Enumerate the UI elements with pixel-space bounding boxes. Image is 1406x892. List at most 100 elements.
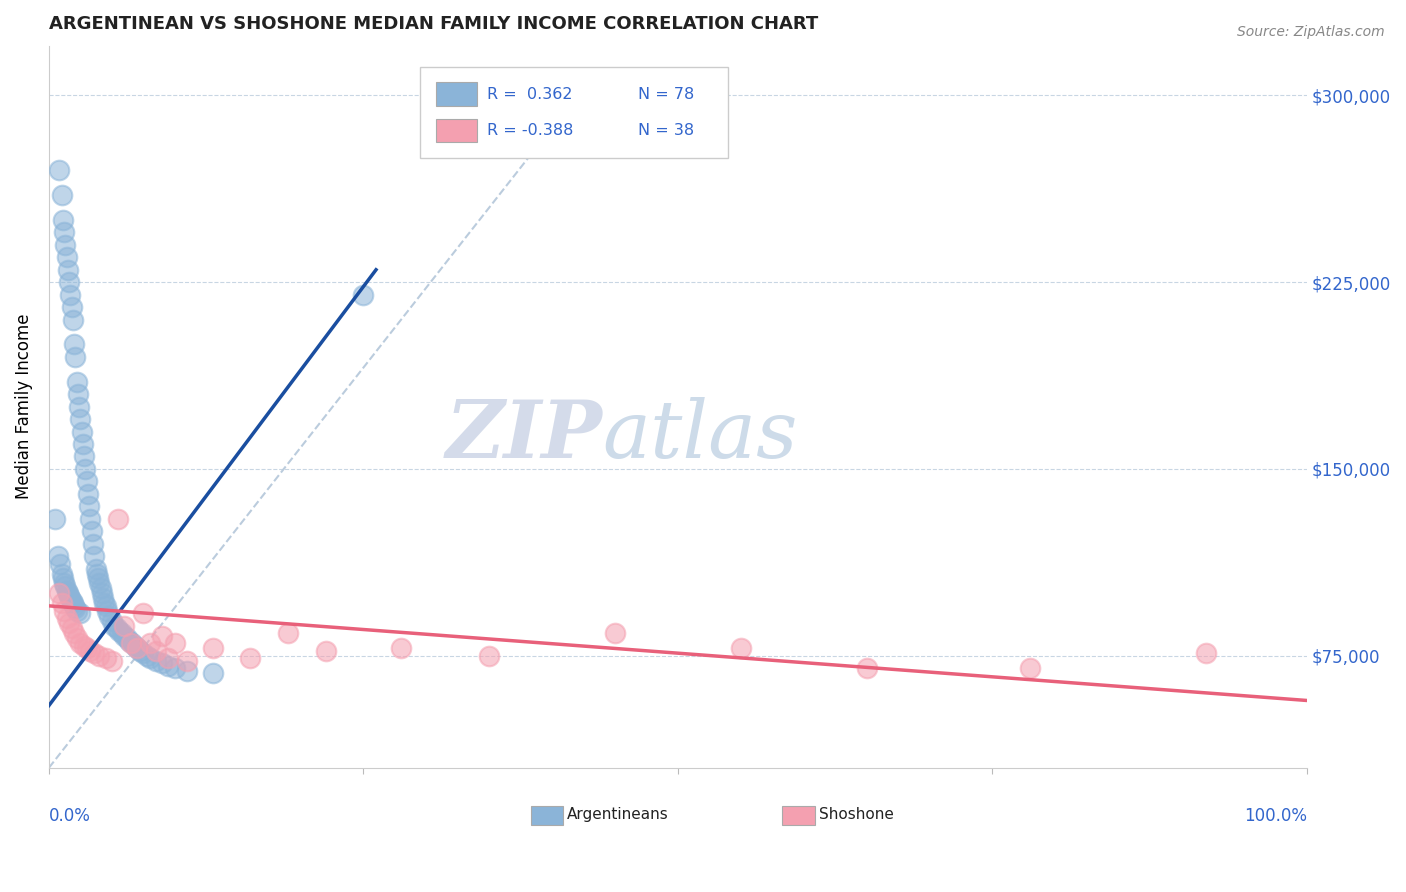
Point [94, 599, 117, 613]
Point [62, 312, 84, 326]
Point [55, 583, 77, 598]
Point [53, 604, 76, 618]
Point [52, 213, 75, 227]
Point [76, 641, 98, 656]
Point [55, 250, 77, 264]
Point [90, 582, 112, 596]
Point [114, 619, 136, 633]
FancyBboxPatch shape [436, 119, 477, 142]
Point [128, 643, 150, 657]
Point [73, 639, 96, 653]
Point [76, 475, 98, 489]
Point [96, 604, 118, 618]
Point [150, 656, 173, 670]
Point [70, 425, 93, 439]
Point [603, 626, 626, 640]
Point [163, 636, 186, 650]
Point [59, 591, 82, 606]
Point [79, 512, 101, 526]
Point [58, 275, 80, 289]
Point [59, 287, 82, 301]
Point [150, 629, 173, 643]
Text: ARGENTINEAN VS SHOSHONE MEDIAN FAMILY INCOME CORRELATION CHART: ARGENTINEAN VS SHOSHONE MEDIAN FAMILY IN… [49, 15, 818, 33]
Point [176, 654, 198, 668]
Point [101, 654, 124, 668]
Point [138, 651, 160, 665]
Point [93, 596, 115, 610]
Point [103, 619, 125, 633]
Point [176, 664, 198, 678]
Point [79, 643, 101, 657]
Point [60, 594, 83, 608]
Point [91, 591, 114, 606]
Point [67, 400, 90, 414]
Point [145, 654, 167, 668]
Point [69, 636, 91, 650]
Point [132, 646, 155, 660]
Point [83, 549, 105, 563]
Point [114, 629, 136, 643]
FancyBboxPatch shape [530, 806, 564, 825]
Point [77, 487, 100, 501]
Point [89, 576, 111, 591]
Point [60, 300, 83, 314]
Text: 0.0%: 0.0% [49, 807, 91, 825]
Y-axis label: Median Family Income: Median Family Income [15, 314, 32, 500]
Text: 100.0%: 100.0% [1244, 807, 1308, 825]
Point [84, 561, 107, 575]
Point [51, 188, 73, 202]
Point [478, 648, 501, 663]
Point [855, 661, 877, 675]
Point [105, 621, 128, 635]
Point [51, 566, 73, 581]
Point [46, 549, 69, 563]
Point [58, 616, 80, 631]
Point [52, 572, 75, 586]
Point [48, 586, 70, 600]
Point [132, 607, 155, 621]
Text: N = 78: N = 78 [638, 87, 695, 102]
Point [56, 262, 79, 277]
Point [90, 586, 112, 600]
Text: R =  0.362: R = 0.362 [486, 87, 572, 102]
FancyBboxPatch shape [420, 67, 728, 158]
Point [63, 626, 86, 640]
Text: Argentineans: Argentineans [567, 807, 669, 822]
Point [44, 512, 66, 526]
Point [125, 641, 148, 656]
Point [86, 566, 108, 581]
Point [201, 641, 224, 656]
Point [111, 626, 134, 640]
Point [1019, 661, 1042, 675]
Point [1195, 646, 1218, 660]
Point [77, 500, 100, 514]
FancyBboxPatch shape [782, 806, 815, 825]
Point [730, 641, 752, 656]
Point [53, 237, 76, 252]
Point [157, 651, 180, 665]
Point [56, 586, 79, 600]
Point [120, 636, 142, 650]
Point [125, 641, 148, 656]
Point [87, 572, 110, 586]
Point [101, 614, 124, 628]
Point [69, 607, 91, 621]
Point [353, 287, 375, 301]
Text: Source: ZipAtlas.com: Source: ZipAtlas.com [1237, 25, 1385, 39]
Point [138, 636, 160, 650]
Point [65, 350, 87, 364]
Point [48, 163, 70, 178]
Point [66, 604, 89, 618]
Point [89, 648, 111, 663]
Point [53, 226, 76, 240]
Point [94, 651, 117, 665]
Text: R = -0.388: R = -0.388 [486, 122, 574, 137]
Point [69, 412, 91, 426]
Point [83, 646, 105, 660]
Point [98, 608, 121, 623]
Point [145, 643, 167, 657]
Point [53, 576, 76, 591]
Point [66, 632, 89, 646]
Point [73, 450, 96, 464]
FancyBboxPatch shape [436, 82, 477, 105]
